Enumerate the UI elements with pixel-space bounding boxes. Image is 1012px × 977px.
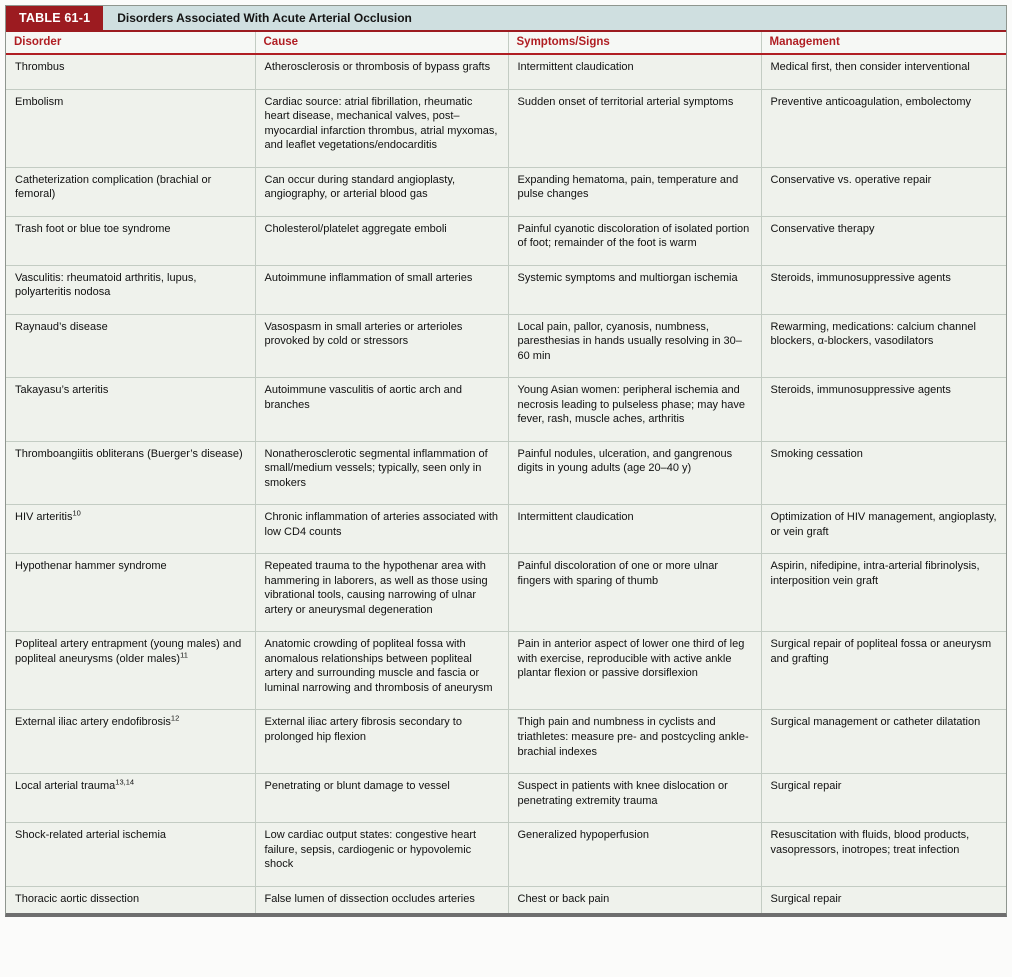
- disorder-cell: HIV arteritis10: [6, 504, 256, 555]
- symptoms-cell: Painful nodules, ulceration, and gangren…: [508, 441, 762, 506]
- management-cell: Surgical repair: [761, 773, 1006, 824]
- table-body: Thrombus Atherosclerosis or thrombosis of…: [6, 54, 1006, 914]
- table-row: Catheterization complication (brachial o…: [6, 167, 1006, 217]
- symptoms-cell: Intermittent claudication: [508, 54, 762, 90]
- column-header-disorder: Disorder: [6, 32, 256, 55]
- disorder-cell: Trash foot or blue toe syndrome: [6, 216, 256, 266]
- data-table: Disorder Cause Symptoms/Signs Management…: [6, 32, 1006, 914]
- cause-cell: False lumen of dissection occludes arter…: [255, 886, 509, 914]
- table-row: Takayasu’s arteritis Autoimmune vasculiti…: [6, 377, 1006, 442]
- management-cell: Medical first, then consider interventio…: [761, 54, 1006, 90]
- footnote-reference: 11: [180, 650, 188, 660]
- disorder-cell: Vasculitis: rheumatoid arthritis, lupus,…: [6, 265, 256, 315]
- disorder-cell: Takayasu’s arteritis: [6, 377, 256, 442]
- disorder-cell: Local arterial trauma13,14: [6, 773, 256, 824]
- column-header-cause: Cause: [255, 32, 509, 55]
- cause-cell: Chronic inflammation of arteries associa…: [255, 504, 509, 555]
- disorder-cell: Hypothenar hammer syndrome: [6, 553, 256, 633]
- cause-cell: Cardiac source: atrial fibrillation, rhe…: [255, 89, 509, 168]
- disorder-cell: Thrombus: [6, 54, 256, 90]
- cause-cell: Low cardiac output states: congestive he…: [255, 822, 509, 887]
- symptoms-cell: Sudden onset of territorial arterial sym…: [508, 89, 762, 168]
- management-cell: Conservative vs. operative repair: [761, 167, 1006, 217]
- symptoms-cell: Young Asian women: peripheral ischemia a…: [508, 377, 762, 442]
- symptoms-cell: Suspect in patients with knee dislocatio…: [508, 773, 762, 824]
- footnote-reference: 13,14: [115, 777, 135, 787]
- table-row: Local arterial trauma13,14 Penetrating or…: [6, 773, 1006, 824]
- symptoms-cell: Local pain, pallor, cyanosis, numbness, …: [508, 314, 762, 379]
- management-cell: Aspirin, nifedipine, intra-arterial fibr…: [761, 553, 1006, 633]
- symptoms-cell: Painful cyanotic discoloration of isolat…: [508, 216, 762, 266]
- cause-cell: Atherosclerosis or thrombosis of bypass …: [255, 54, 509, 90]
- management-cell: Smoking cessation: [761, 441, 1006, 506]
- disorder-cell: Embolism: [6, 89, 256, 168]
- disorder-cell: Thromboangiitis obliterans (Buerger’s di…: [6, 441, 256, 506]
- footnote-reference: 10: [72, 508, 81, 518]
- disorder-cell: Thoracic aortic dissection: [6, 886, 256, 914]
- symptoms-cell: Systemic symptoms and multiorgan ischemi…: [508, 265, 762, 315]
- management-cell: Resuscitation with fluids, blood product…: [761, 822, 1006, 887]
- symptoms-cell: Expanding hematoma, pain, temperature an…: [508, 167, 762, 217]
- management-cell: Preventive anticoagulation, embolectomy: [761, 89, 1006, 168]
- table-row: Thrombus Atherosclerosis or thrombosis of…: [6, 54, 1006, 90]
- disorder-cell: Raynaud’s disease: [6, 314, 256, 379]
- cause-cell: Autoimmune inflammation of small arterie…: [255, 265, 509, 315]
- table-row: Thoracic aortic dissection False lumen of…: [6, 886, 1006, 914]
- disorder-cell: Popliteal artery entrapment (young males…: [6, 631, 256, 711]
- column-header-row: Disorder Cause Symptoms/Signs Management: [6, 32, 1006, 55]
- table-row: HIV arteritis10 Chronic inflammation of a…: [6, 504, 1006, 555]
- cause-cell: Autoimmune vasculitis of aortic arch and…: [255, 377, 509, 442]
- table-row: External iliac artery endofibrosis12 Exte…: [6, 709, 1006, 775]
- management-cell: Rewarming, medications: calcium channel …: [761, 314, 1006, 379]
- table-row: Popliteal artery entrapment (young males…: [6, 631, 1006, 711]
- table-row: Raynaud’s disease Vasospasm in small arte…: [6, 314, 1006, 379]
- cause-cell: Anatomic crowding of popliteal fossa wit…: [255, 631, 509, 711]
- management-cell: Steroids, immunosuppressive agents: [761, 265, 1006, 315]
- table-number-label: TABLE 61-1: [6, 6, 104, 30]
- symptoms-cell: Pain in anterior aspect of lower one thi…: [508, 631, 762, 711]
- table-row: Thromboangiitis obliterans (Buerger’s di…: [6, 441, 1006, 506]
- management-cell: Steroids, immunosuppressive agents: [761, 377, 1006, 442]
- cause-cell: Cholesterol/platelet aggregate emboli: [255, 216, 509, 266]
- column-header-symptoms: Symptoms/Signs: [508, 32, 762, 55]
- management-cell: Optimization of HIV management, angiopla…: [761, 504, 1006, 555]
- symptoms-cell: Chest or back pain: [508, 886, 762, 914]
- symptoms-cell: Generalized hypoperfusion: [508, 822, 762, 887]
- management-cell: Conservative therapy: [761, 216, 1006, 266]
- management-cell: Surgical management or catheter dilatati…: [761, 709, 1006, 775]
- table-row: Hypothenar hammer syndrome Repeated traum…: [6, 553, 1006, 633]
- symptoms-cell: Intermittent claudication: [508, 504, 762, 555]
- management-cell: Surgical repair: [761, 886, 1006, 914]
- table-61-1-frame: TABLE 61-1 Disorders Associated With Acu…: [5, 5, 1007, 918]
- footnote-reference: 12: [170, 713, 180, 723]
- management-cell: Surgical repair of popliteal fossa or an…: [761, 631, 1006, 711]
- table-row: Trash foot or blue toe syndrome Cholester…: [6, 216, 1006, 266]
- symptoms-cell: Thigh pain and numbness in cyclists and …: [508, 709, 762, 775]
- table-row: Shock-related arterial ischemia Low cardi…: [6, 822, 1006, 887]
- disorder-cell: Shock-related arterial ischemia: [6, 822, 256, 887]
- table-title: Disorders Associated With Acute Arterial…: [117, 11, 412, 25]
- cause-cell: Nonatherosclerotic segmental inflammatio…: [255, 441, 509, 506]
- table-caption-bar: TABLE 61-1 Disorders Associated With Acu…: [6, 6, 1006, 32]
- symptoms-cell: Painful discoloration of one or more uln…: [508, 553, 762, 633]
- cause-cell: External iliac artery fibrosis secondary…: [255, 709, 509, 775]
- table-row: Embolism Cardiac source: atrial fibrillat…: [6, 89, 1006, 168]
- column-header-management: Management: [761, 32, 1006, 55]
- disorder-cell: Catheterization complication (brachial o…: [6, 167, 256, 217]
- cause-cell: Can occur during standard angioplasty, a…: [255, 167, 509, 217]
- table-row: Vasculitis: rheumatoid arthritis, lupus,…: [6, 265, 1006, 315]
- cause-cell: Repeated trauma to the hypothenar area w…: [255, 553, 509, 633]
- cause-cell: Penetrating or blunt damage to vessel: [255, 773, 509, 824]
- cause-cell: Vasospasm in small arteries or arteriole…: [255, 314, 509, 379]
- disorder-cell: External iliac artery endofibrosis12: [6, 709, 256, 775]
